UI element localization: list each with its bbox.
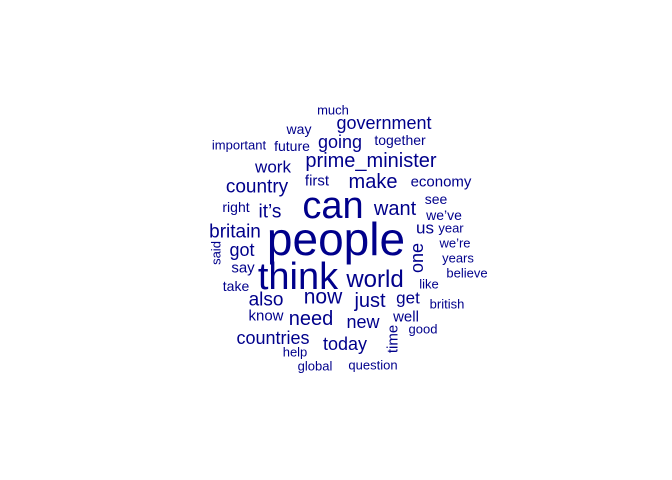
word-7: make xyxy=(348,171,398,193)
word-1: can xyxy=(302,185,364,227)
word-35: we’re xyxy=(439,235,471,251)
word-36: years xyxy=(442,250,474,266)
word-26: well xyxy=(393,308,419,326)
word-30: take xyxy=(222,278,250,294)
word-24: first xyxy=(304,172,330,190)
word-10: just xyxy=(354,290,386,312)
word-45: important xyxy=(211,137,267,153)
word-3: world xyxy=(346,266,404,293)
word-16: new xyxy=(346,312,380,332)
word-15: also xyxy=(248,289,284,311)
word-47: help xyxy=(282,344,308,360)
word-43: way xyxy=(286,121,312,137)
word-19: work xyxy=(255,157,291,177)
word-12: going xyxy=(317,132,363,152)
word-42: together xyxy=(374,132,426,148)
word-21: got xyxy=(229,240,255,260)
word-11: need xyxy=(288,308,334,330)
word-31: right xyxy=(222,199,250,215)
word-25: economy xyxy=(410,173,472,191)
word-8: want xyxy=(373,198,417,220)
word-28: say xyxy=(231,259,255,277)
word-34: year xyxy=(438,220,464,236)
word-41: future xyxy=(274,138,310,154)
word-20: one xyxy=(407,242,427,274)
word-49: question xyxy=(348,357,398,373)
word-44: much xyxy=(317,102,349,118)
word-32: see xyxy=(424,191,448,207)
word-40: good xyxy=(408,321,438,337)
word-0: people xyxy=(266,213,406,265)
word-4: prime_minister xyxy=(305,150,437,172)
word-37: believe xyxy=(446,265,488,281)
word-6: country xyxy=(225,176,289,198)
word-27: time xyxy=(384,324,402,354)
word-5: government xyxy=(336,113,432,133)
word-46: said xyxy=(208,241,224,265)
word-2: think xyxy=(257,256,339,298)
word-9: now xyxy=(303,285,343,309)
word-13: britain xyxy=(209,221,261,243)
word-14: it’s xyxy=(258,201,282,223)
word-22: us xyxy=(416,218,434,238)
word-39: british xyxy=(429,296,465,312)
word-38: like xyxy=(419,276,439,292)
word-33: we’ve xyxy=(426,207,462,223)
word-23: get xyxy=(396,288,420,308)
word-48: global xyxy=(297,358,333,374)
word-29: know xyxy=(248,307,284,325)
word-18: countries xyxy=(236,328,310,348)
word-17: today xyxy=(322,334,368,354)
